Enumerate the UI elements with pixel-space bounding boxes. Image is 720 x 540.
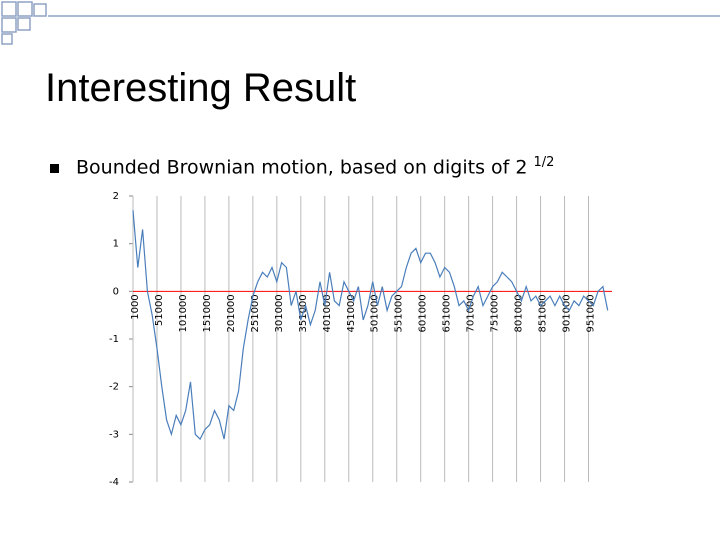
decoration — [1, 1, 720, 45]
x-tick-label: 401000 — [322, 294, 333, 332]
bullet-main: Bounded Brownian motion, based on digits… — [76, 156, 528, 179]
data-line — [132, 210, 609, 441]
x-tick-label: 301000 — [274, 294, 285, 332]
y-tick-label: 0 — [113, 286, 119, 297]
x-tick-label: 901000 — [562, 294, 573, 332]
x-tick-label: 501000 — [370, 294, 381, 332]
x-tick-label: 601000 — [418, 294, 429, 332]
y-tick-label: -3 — [109, 429, 119, 440]
x-tick-label: 851000 — [538, 294, 549, 332]
x-tick-label: 151000 — [202, 294, 213, 332]
x-tick-label: 551000 — [394, 294, 405, 332]
x-tick-label: 101000 — [178, 294, 189, 332]
y-tick-label: -1 — [109, 334, 119, 345]
slide-title: Interesting Result — [45, 66, 357, 110]
x-tick-label: 451000 — [346, 294, 357, 332]
bullet-marker — [50, 164, 59, 173]
y-tick-label: 1 — [113, 239, 119, 250]
x-tick-label: 651000 — [442, 294, 453, 332]
y-tick-label: -4 — [109, 477, 119, 488]
x-tick-label: 751000 — [490, 294, 501, 332]
x-tick-label: 51000 — [154, 294, 165, 326]
bullet-text: Bounded Brownian motion, based on digits… — [76, 155, 554, 178]
x-tick-label: 801000 — [514, 294, 525, 332]
x-tick-label: 701000 — [466, 294, 477, 332]
x-tick-label: 251000 — [250, 294, 261, 332]
x-tick-label: 1000 — [130, 294, 141, 319]
x-tick-label: 951000 — [586, 294, 597, 332]
y-tick-label: 2 — [113, 191, 119, 202]
y-tick-label: -2 — [109, 382, 119, 393]
x-tick-label: 201000 — [226, 294, 237, 332]
bullet-superscript: 1/2 — [533, 155, 555, 170]
